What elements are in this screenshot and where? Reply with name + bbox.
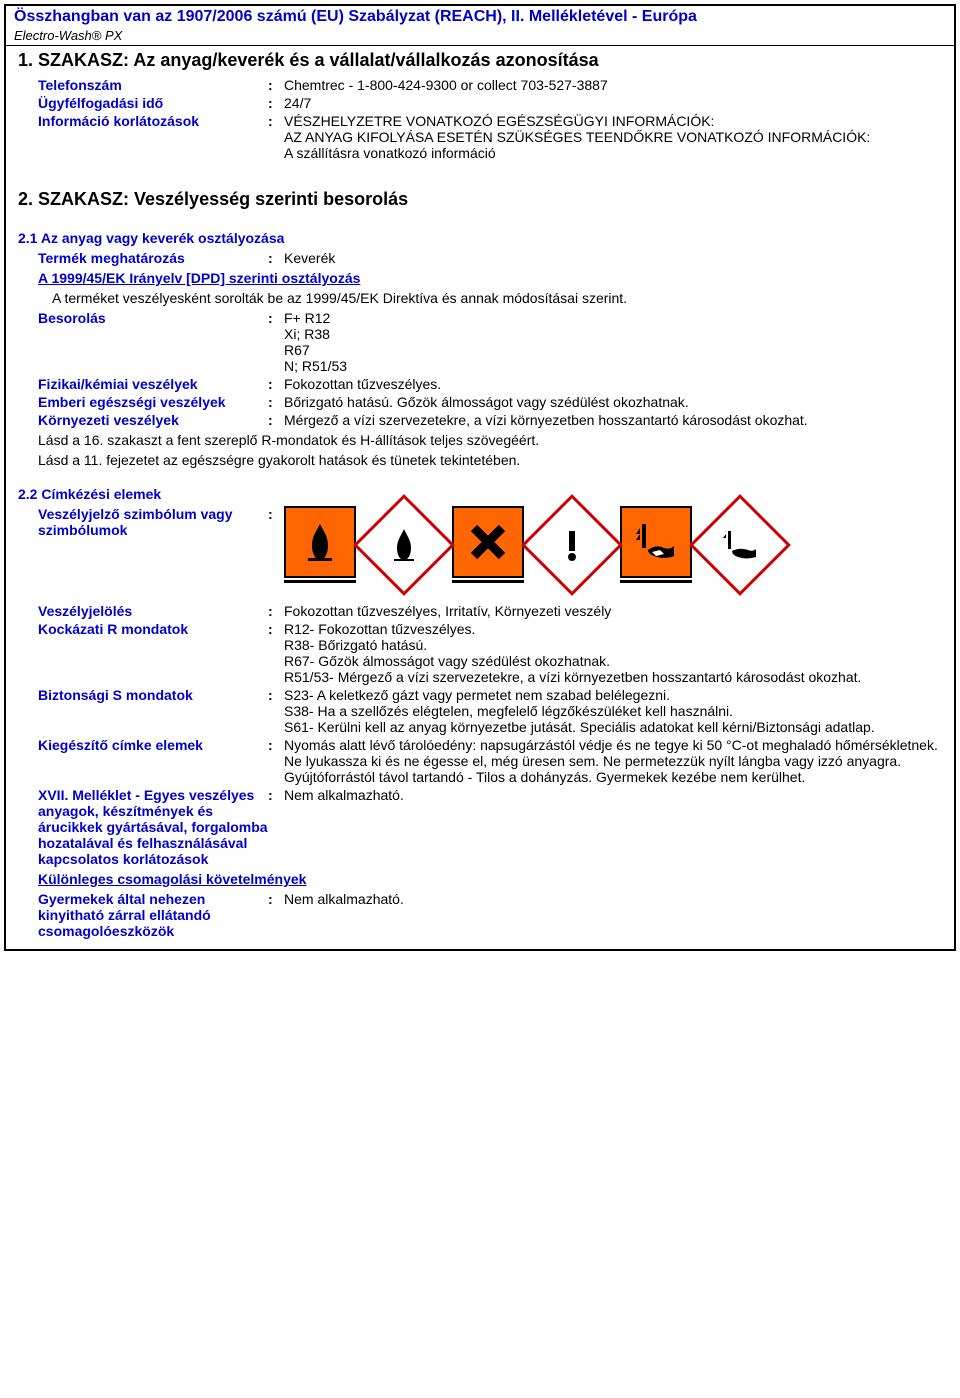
section-1-content: Telefonszám : Chemtrec - 1-800-424-9300 … — [6, 75, 954, 171]
env-row: Környezeti veszélyek : Mérgező a vízi sz… — [38, 412, 942, 428]
section-2-content: 2.1 Az anyag vagy keverék osztályozása T… — [6, 214, 954, 949]
rphrase-row: Kockázati R mondatok : R12- Fokozottan t… — [38, 621, 942, 685]
phone-row: Telefonszám : Chemtrec - 1-800-424-9300 … — [38, 77, 942, 93]
page: Összhangban van az 1907/2006 számú (EU) … — [4, 4, 956, 951]
dpd-text: A terméket veszélyesként sorolták be az … — [52, 290, 942, 306]
colon: : — [268, 95, 284, 111]
colon: : — [268, 412, 284, 428]
hazard-flame-diamond — [353, 494, 455, 596]
colon: : — [268, 250, 284, 266]
hours-row: Ügyfélfogadási idő : 24/7 — [38, 95, 942, 111]
colon: : — [268, 506, 284, 522]
proddef-value: Keverék — [284, 250, 942, 266]
restrict-row: Információ korlátozások : VÉSZHELYZETRE … — [38, 113, 942, 161]
hazsym-label: Veszélyjelző szimbólum vagy szimbólumok — [38, 506, 268, 538]
sub-2-2-title: 2.2 Címkézési elemek — [18, 486, 942, 502]
sphrase-row: Biztonsági S mondatok : S23- A keletkező… — [38, 687, 942, 735]
class-value: F+ R12 Xi; R38 R67 N; R51/53 — [284, 310, 942, 374]
sub-2-1-title: 2.1 Az anyag vagy keverék osztályozása — [18, 230, 942, 246]
colon: : — [268, 77, 284, 93]
hazard-irritant-square — [452, 506, 524, 583]
section-1-title: 1. SZAKASZ: Az anyag/keverék és a vállal… — [6, 46, 954, 75]
flame-icon — [298, 520, 342, 564]
colon: : — [268, 737, 284, 785]
childsafe-value: Nem alkalmazható. — [284, 891, 942, 939]
hazind-row: Veszélyjelölés : Fokozottan tűzveszélyes… — [38, 603, 942, 619]
physchem-value: Fokozottan tűzveszélyes. — [284, 376, 942, 392]
physchem-label: Fizikai/kémiai veszélyek — [38, 376, 268, 392]
hazard-exclamation-diamond — [521, 494, 623, 596]
supp-label: Kiegészítő címke elemek — [38, 737, 268, 785]
dpd-title: A 1999/45/EK Irányelv [DPD] szerinti osz… — [38, 270, 942, 286]
product-name: Electro-Wash® PX — [14, 28, 946, 43]
sphrase-value: S23- A keletkező gázt vagy permetet nem … — [284, 687, 942, 735]
rphrase-value: R12- Fokozottan tűzveszélyes. R38- Bőriz… — [284, 621, 942, 685]
annex17-value: Nem alkalmazható. — [284, 787, 942, 867]
colon: : — [268, 891, 284, 939]
human-row: Emberi egészségi veszélyek : Bőrizgató h… — [38, 394, 942, 410]
restrict-label: Információ korlátozások — [38, 113, 268, 161]
colon: : — [268, 376, 284, 392]
annex17-row: XVII. Melléklet - Egyes veszélyes anyago… — [38, 787, 942, 867]
env-label: Környezeti veszélyek — [38, 412, 268, 428]
flame-icon — [384, 525, 424, 565]
class-label: Besorolás — [38, 310, 268, 374]
colon: : — [268, 113, 284, 161]
rphrase-label: Kockázati R mondatok — [38, 621, 268, 685]
colon: : — [268, 603, 284, 619]
hazard-environment-square — [620, 506, 692, 583]
hazard-environment-diamond — [689, 494, 791, 596]
human-value: Bőrizgató hatású. Gőzök álmosságot vagy … — [284, 394, 942, 410]
physchem-row: Fizikai/kémiai veszélyek : Fokozottan tű… — [38, 376, 942, 392]
tree-fish-icon — [720, 525, 760, 565]
hours-value: 24/7 — [284, 95, 942, 111]
hours-label: Ügyfélfogadási idő — [38, 95, 268, 111]
hazard-symbols — [284, 506, 942, 583]
class-row: Besorolás : F+ R12 Xi; R38 R67 N; R51/53 — [38, 310, 942, 374]
document-header: Összhangban van az 1907/2006 számú (EU) … — [6, 6, 954, 45]
section-2-title: 2. SZAKASZ: Veszélyesség szerinti besoro… — [6, 185, 954, 214]
hazsym-row: Veszélyjelző szimbólum vagy szimbólumok … — [38, 506, 942, 583]
regulation-title: Összhangban van az 1907/2006 számú (EU) … — [14, 8, 946, 26]
colon: : — [268, 787, 284, 867]
note-16: Lásd a 16. szakaszt a fent szereplő R-mo… — [38, 432, 942, 448]
childsafe-label: Gyermekek által nehezen kinyitható zárra… — [38, 891, 268, 939]
hazard-flame-square — [284, 506, 356, 583]
exclamation-icon — [552, 525, 592, 565]
special-pack-title: Különleges csomagolási követelmények — [38, 871, 942, 887]
hazind-value: Fokozottan tűzveszélyes, Irritatív, Körn… — [284, 603, 942, 619]
supp-row: Kiegészítő címke elemek : Nyomás alatt l… — [38, 737, 942, 785]
phone-value: Chemtrec - 1-800-424-9300 or collect 703… — [284, 77, 942, 93]
sphrase-label: Biztonsági S mondatok — [38, 687, 268, 735]
phone-label: Telefonszám — [38, 77, 268, 93]
note-11: Lásd a 11. fejezetet az egészségre gyako… — [38, 452, 942, 468]
restrict-value: VÉSZHELYZETRE VONATKOZÓ EGÉSZSÉGÜGYI INF… — [284, 113, 942, 161]
colon: : — [268, 394, 284, 410]
proddef-row: Termék meghatározás : Keverék — [38, 250, 942, 266]
colon: : — [268, 687, 284, 735]
human-label: Emberi egészségi veszélyek — [38, 394, 268, 410]
tree-fish-icon — [634, 520, 678, 564]
supp-value: Nyomás alatt lévő tárolóedény: napsugárz… — [284, 737, 942, 785]
env-value: Mérgező a vízi szervezetekre, a vízi kör… — [284, 412, 942, 428]
annex17-label: XVII. Melléklet - Egyes veszélyes anyago… — [38, 787, 268, 867]
colon: : — [268, 621, 284, 685]
childsafe-row: Gyermekek által nehezen kinyitható zárra… — [38, 891, 942, 939]
x-icon — [466, 520, 510, 564]
proddef-label: Termék meghatározás — [38, 250, 268, 266]
colon: : — [268, 310, 284, 374]
hazind-label: Veszélyjelölés — [38, 603, 268, 619]
